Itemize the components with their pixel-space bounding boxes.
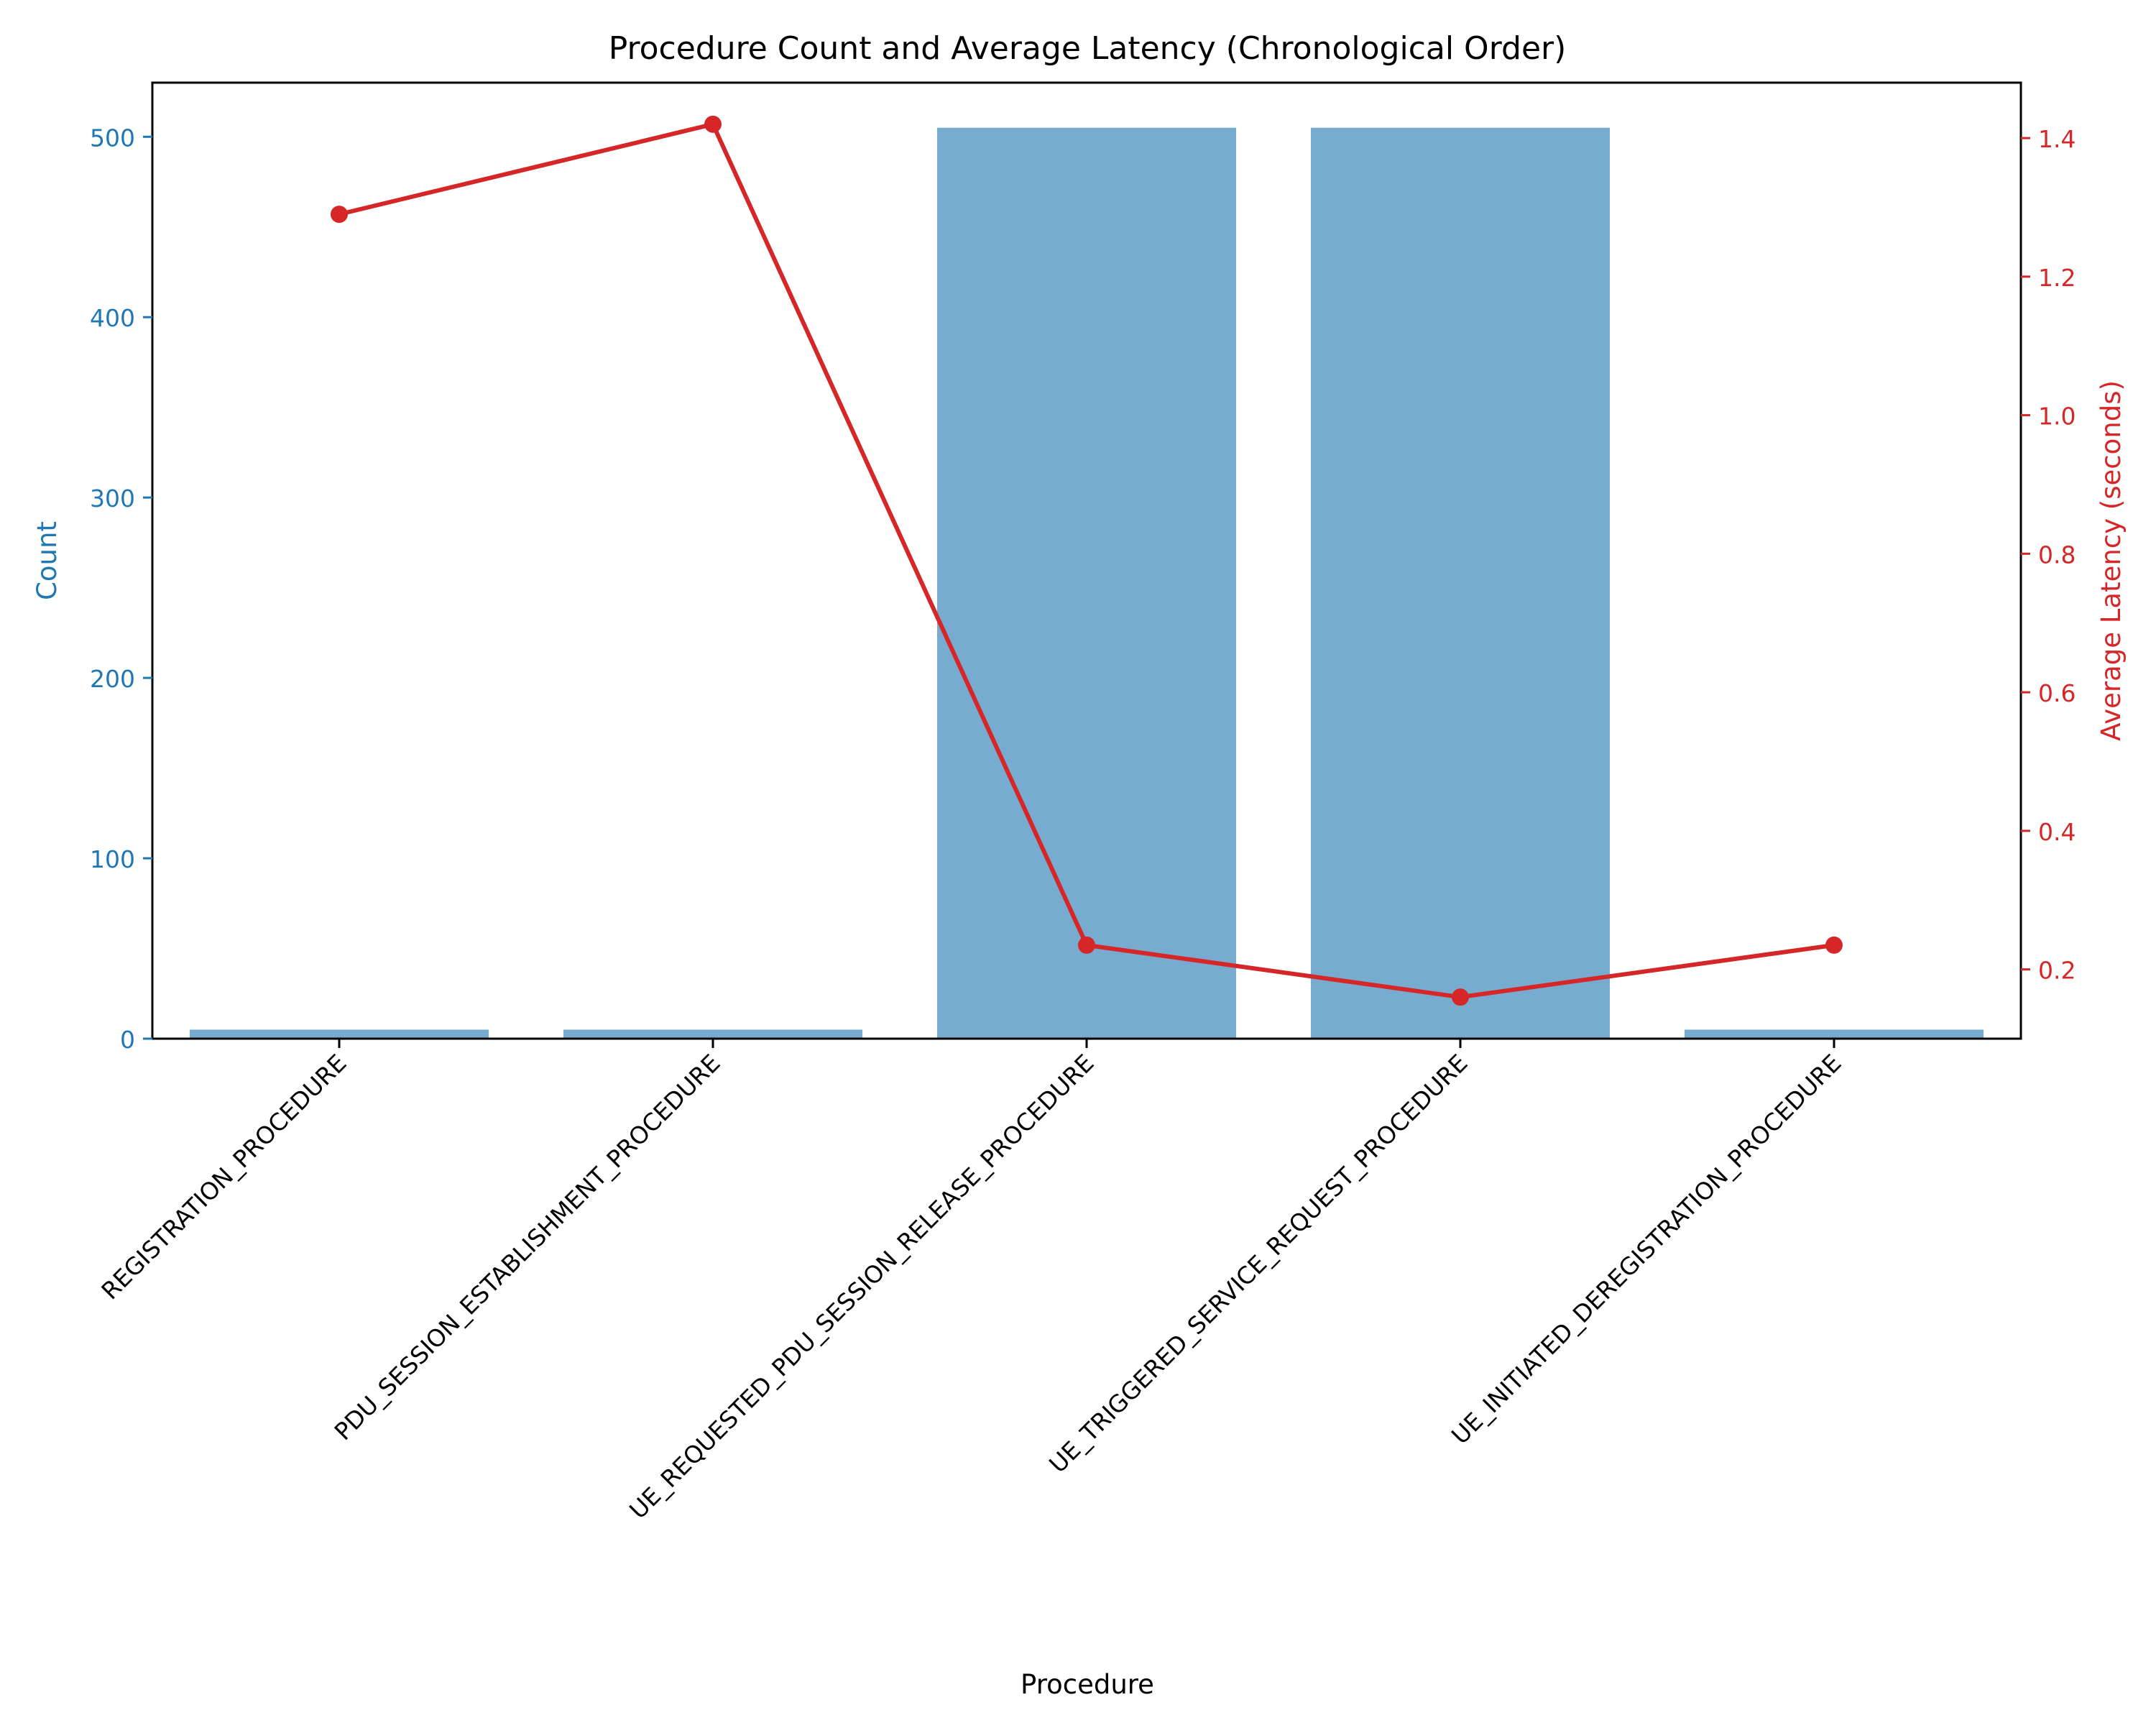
latency-point-5 bbox=[1825, 936, 1843, 954]
count-bar-1 bbox=[190, 1029, 489, 1039]
latency-point-3 bbox=[1078, 936, 1095, 954]
x-tick-label-1: REGISTRATION_PROCEDURE bbox=[96, 1049, 351, 1305]
y-tick-label-2: 100 bbox=[90, 845, 135, 873]
count-bar-5 bbox=[1685, 1029, 1984, 1039]
latency-point-4 bbox=[1452, 988, 1469, 1006]
x-axis-label: Procedure bbox=[1021, 1669, 1154, 1700]
x-tick-label-2: PDU_SESSION_ESTABLISHMENT_PROCEDURE bbox=[329, 1049, 726, 1446]
x-tick-label-4: UE_TRIGGERED_SERVICE_REQUEST_PROCEDURE bbox=[1044, 1049, 1473, 1479]
y-tick-label-3: 200 bbox=[90, 665, 135, 693]
y-tick-label-1: 0 bbox=[120, 1026, 135, 1054]
y-tick-label-5: 400 bbox=[90, 304, 135, 332]
y-tick-label-6: 500 bbox=[90, 124, 135, 152]
count-bar-3 bbox=[937, 127, 1236, 1039]
latency-point-1 bbox=[331, 206, 348, 224]
latency-line-layer bbox=[331, 115, 1843, 1006]
y-tick-label-4: 300 bbox=[90, 484, 135, 513]
x-tick-label-3: UE_REQUESTED_PDU_SESSION_RELEASE_PROCEDU… bbox=[624, 1049, 1100, 1525]
bars-layer bbox=[190, 127, 1984, 1039]
x-tick-label-5: UE_INITIATED_DEREGISTRATION_PROCEDURE bbox=[1446, 1049, 1847, 1450]
count-bar-4 bbox=[1311, 127, 1610, 1039]
y2-tick-label-3: 0.6 bbox=[2038, 679, 2076, 707]
y2-tick-label-5: 1.0 bbox=[2038, 403, 2076, 431]
y2-tick-label-6: 1.2 bbox=[2038, 264, 2076, 292]
count-bar-2 bbox=[563, 1029, 862, 1039]
y2-tick-label-2: 0.4 bbox=[2038, 818, 2076, 846]
y2-tick-label-7: 1.4 bbox=[2038, 125, 2076, 153]
y2-tick-label-1: 0.2 bbox=[2038, 957, 2076, 985]
y2-tick-label-4: 0.8 bbox=[2038, 541, 2076, 569]
y-axis-label: Count bbox=[32, 521, 63, 600]
latency-point-2 bbox=[704, 115, 722, 133]
chart-title: Procedure Count and Average Latency (Chr… bbox=[609, 30, 1567, 67]
y2-axis-label: Average Latency (seconds) bbox=[2096, 380, 2127, 741]
